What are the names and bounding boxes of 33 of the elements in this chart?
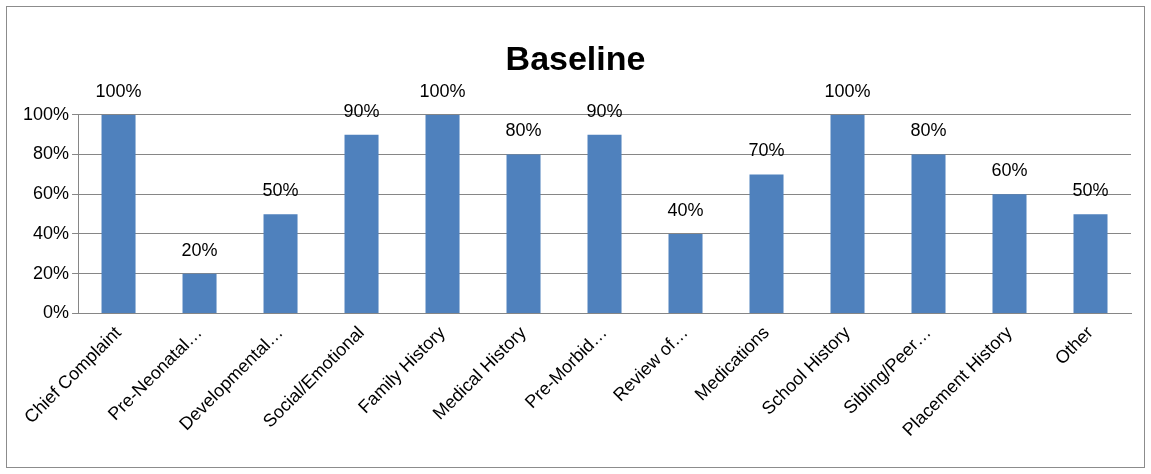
data-label: 20%	[181, 239, 218, 260]
bar	[749, 174, 784, 313]
y-tick-label: 80%	[33, 143, 70, 164]
bar	[344, 134, 379, 313]
data-label: 80%	[505, 120, 542, 141]
data-label: 100%	[95, 80, 142, 101]
bar	[263, 214, 298, 313]
data-label: 70%	[748, 140, 785, 161]
data-label: 40%	[667, 199, 704, 220]
bar	[911, 154, 946, 313]
bar	[506, 154, 541, 313]
data-label: 60%	[991, 160, 1028, 181]
y-tick-label: 20%	[33, 262, 70, 283]
data-label: 100%	[419, 80, 466, 101]
bar	[587, 134, 622, 313]
data-label: 80%	[910, 120, 947, 141]
bar	[425, 114, 460, 313]
data-label: 100%	[824, 80, 871, 101]
bar	[668, 233, 703, 313]
data-label: 90%	[586, 100, 623, 121]
chart-title: Baseline	[505, 38, 646, 77]
data-label: 90%	[343, 100, 380, 121]
data-label: 50%	[1072, 180, 1109, 201]
y-tick-label: 0%	[43, 302, 70, 323]
y-tick-label: 60%	[33, 183, 70, 204]
bar	[992, 194, 1027, 313]
bar	[182, 273, 217, 313]
y-tick-label: 100%	[22, 103, 70, 124]
data-label: 50%	[262, 180, 299, 201]
bar	[101, 114, 136, 313]
y-tick-label: 40%	[33, 222, 70, 243]
bar	[1073, 214, 1108, 313]
bar	[830, 114, 865, 313]
